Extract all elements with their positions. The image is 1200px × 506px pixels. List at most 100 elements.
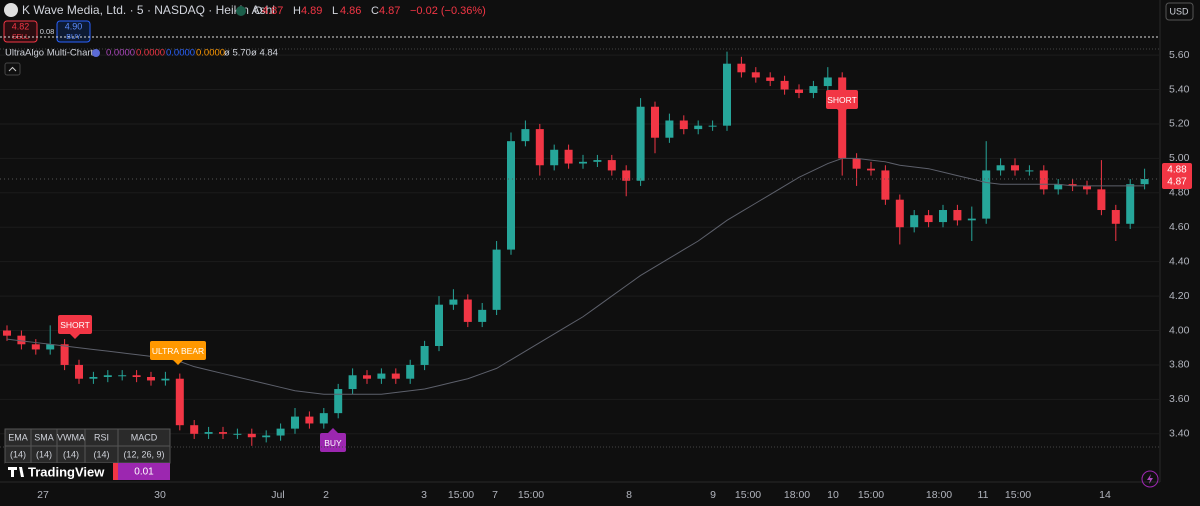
candle-body <box>175 378 184 426</box>
candle-body <box>89 376 98 379</box>
price-tag: 4.87 <box>1167 177 1187 188</box>
candle-body <box>679 120 688 130</box>
y-tick-label: 5.40 <box>1169 83 1190 95</box>
x-tick-label: 30 <box>154 489 166 501</box>
candle-body <box>46 344 55 350</box>
candle-body <box>996 165 1005 171</box>
candle-body <box>3 330 11 336</box>
y-tick-label: 4.80 <box>1169 187 1190 199</box>
candle-body <box>535 129 544 166</box>
candle-body <box>607 160 616 171</box>
candle-body <box>233 433 242 435</box>
candle-body <box>463 299 472 322</box>
table-value: (14) <box>36 449 52 459</box>
candle-body <box>579 161 587 164</box>
x-tick-label: 10 <box>827 489 839 501</box>
logo: TradingView <box>28 464 105 479</box>
candle-body <box>708 125 717 127</box>
candle-body <box>1011 165 1019 171</box>
x-tick-label: 9 <box>710 489 716 501</box>
x-tick-label: Jul <box>271 489 284 501</box>
candle-body <box>75 364 83 379</box>
candle-body <box>694 125 703 130</box>
candle-body <box>852 158 861 169</box>
indicator-icon <box>92 49 100 57</box>
currency: USD <box>1169 6 1189 16</box>
indicator-value: 0.0000 <box>166 48 195 59</box>
candle-body <box>420 346 429 365</box>
candle-body <box>291 416 299 429</box>
candles <box>3 51 1149 446</box>
candle-body <box>1039 170 1048 190</box>
moving-average <box>6 157 1145 395</box>
candle-body <box>751 72 760 78</box>
signal-label: SHORT <box>827 95 857 105</box>
candle-body <box>910 215 919 228</box>
currency-button[interactable] <box>1165 2 1194 21</box>
y-tick-label: 5.60 <box>1169 49 1190 61</box>
candle-body <box>924 215 933 223</box>
candle-body <box>161 378 170 381</box>
candle-body <box>521 129 530 142</box>
candle-body <box>363 375 371 379</box>
indicator-value: 0.0000 <box>106 48 135 59</box>
candle-body <box>1111 210 1120 224</box>
y-tick-label: 4.00 <box>1169 324 1190 336</box>
candle-body <box>377 373 386 379</box>
indicator-value: ø 4.84 <box>251 48 278 59</box>
candle-body <box>1140 179 1149 185</box>
candle-body <box>103 375 112 377</box>
y-tick-label: 3.40 <box>1169 428 1190 440</box>
candle-body <box>982 170 991 219</box>
candle-body <box>1068 184 1077 186</box>
candle-body <box>651 106 659 138</box>
signal-pointer <box>837 109 847 114</box>
table-header: SMA <box>34 432 54 442</box>
candle-body <box>492 249 501 310</box>
candle-body <box>1097 189 1106 211</box>
ohlc-label: O <box>254 5 263 17</box>
signal-box <box>150 341 206 360</box>
candle-body <box>1054 184 1063 190</box>
table-value: (14) <box>10 449 26 459</box>
candle-body <box>435 304 443 347</box>
table-value: (14) <box>63 449 79 459</box>
y-tick-label: 4.20 <box>1169 290 1190 302</box>
candle-body <box>219 432 227 434</box>
x-tick-label: 3 <box>421 489 427 501</box>
candle-body <box>895 199 904 228</box>
signal-pointer <box>70 334 80 339</box>
table-header: MACD <box>131 432 158 442</box>
x-tick-label: 7 <box>492 489 498 501</box>
candle-body <box>780 80 789 90</box>
alert-button[interactable] <box>1141 470 1159 488</box>
table-cell <box>118 463 170 480</box>
candle-body <box>406 364 415 379</box>
x-tick-label: 15:00 <box>518 489 544 501</box>
x-tick-label: 15:00 <box>448 489 474 501</box>
candle-body <box>823 77 832 87</box>
indicator-value: 0.0000 <box>196 48 225 59</box>
x-tick-label: 11 <box>978 489 989 501</box>
candle-body <box>953 210 962 221</box>
candle-body <box>305 416 314 424</box>
y-tick-label: 4.40 <box>1169 255 1190 267</box>
signal-label: BUY <box>324 438 342 448</box>
ohlc-label: H <box>293 5 301 17</box>
price-tag: 4.88 <box>1167 165 1187 176</box>
symbol-logo <box>4 3 18 17</box>
candle-body <box>478 309 487 322</box>
candle-body <box>737 63 746 73</box>
price-tag-box <box>1162 163 1192 190</box>
collapse-icon <box>8 66 17 72</box>
candle-body <box>507 141 515 250</box>
y-tick-label: 5.00 <box>1169 152 1190 164</box>
signal-box <box>58 315 92 334</box>
candle-body <box>391 373 400 379</box>
candle-body <box>881 170 890 200</box>
collapse-button[interactable] <box>4 62 21 76</box>
ohlc-value: 4.89 <box>301 5 322 17</box>
candle-body <box>319 413 328 424</box>
ohlc-label: L <box>332 5 338 17</box>
